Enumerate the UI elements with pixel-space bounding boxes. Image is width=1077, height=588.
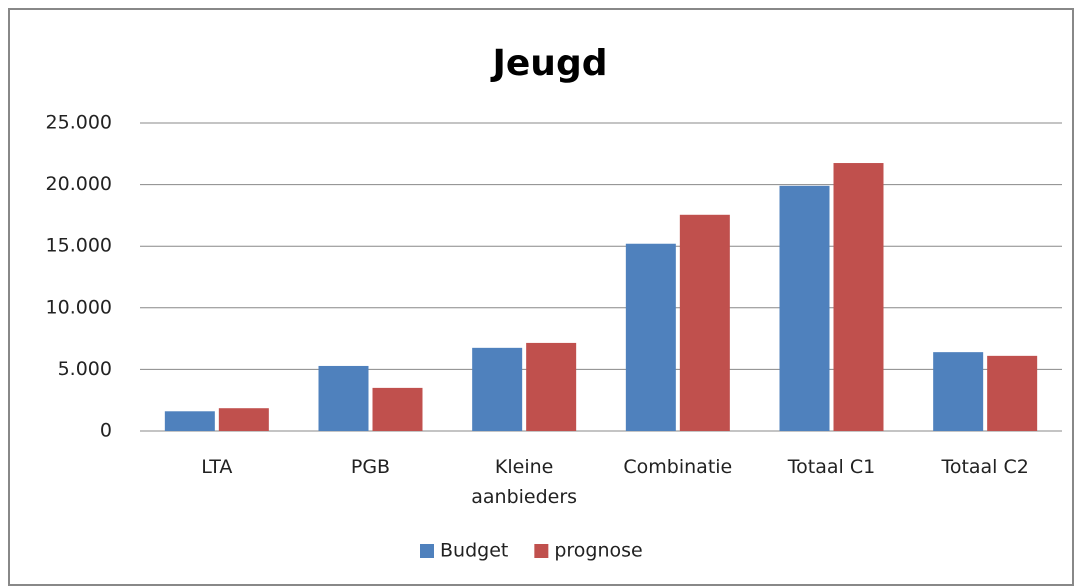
y-tick-label: 5.000: [58, 358, 112, 380]
bar: [318, 365, 369, 431]
bar: [779, 185, 830, 431]
x-tick-label: Kleine aanbieders: [471, 456, 578, 508]
bar: [679, 214, 730, 431]
bar: [526, 342, 577, 431]
y-tick-label: 10.000: [46, 296, 112, 318]
legend-label: Budget: [440, 540, 508, 562]
bar: [833, 163, 884, 432]
chart-frame: [8, 8, 1074, 586]
bar: [472, 347, 523, 431]
bar: [625, 243, 676, 431]
x-tick-label-box: PGB: [350, 456, 391, 478]
x-tick-label-box: Totaal C2: [941, 456, 1029, 478]
bar: [933, 352, 984, 431]
bar: [987, 355, 1038, 431]
x-tick-label: Totaal C2: [941, 456, 1029, 478]
bar: [372, 387, 423, 431]
x-tick-label-box: Combinatie: [623, 456, 733, 478]
x-tick-label-box: LTA: [201, 456, 233, 478]
y-tick-label: 15.000: [46, 235, 112, 257]
bar: [218, 408, 269, 431]
x-tick-label-box: Totaal C1: [787, 456, 876, 478]
x-tick-label: PGB: [350, 456, 391, 478]
bar: [164, 411, 215, 431]
y-tick-label: 25.000: [46, 112, 112, 134]
x-tick-label-box: Kleine aanbieders: [471, 456, 578, 508]
x-tick-label: Totaal C1: [787, 456, 876, 478]
y-tick-label: 20.000: [46, 173, 112, 195]
legend-swatch: [420, 544, 434, 558]
y-tick-label: 0: [100, 420, 112, 442]
legend-label: prognose: [554, 540, 642, 562]
legend-swatch: [534, 544, 549, 558]
chart-title: Jeugd: [490, 43, 608, 84]
x-tick-label: LTA: [201, 456, 233, 478]
x-tick-label: Combinatie: [623, 456, 733, 478]
